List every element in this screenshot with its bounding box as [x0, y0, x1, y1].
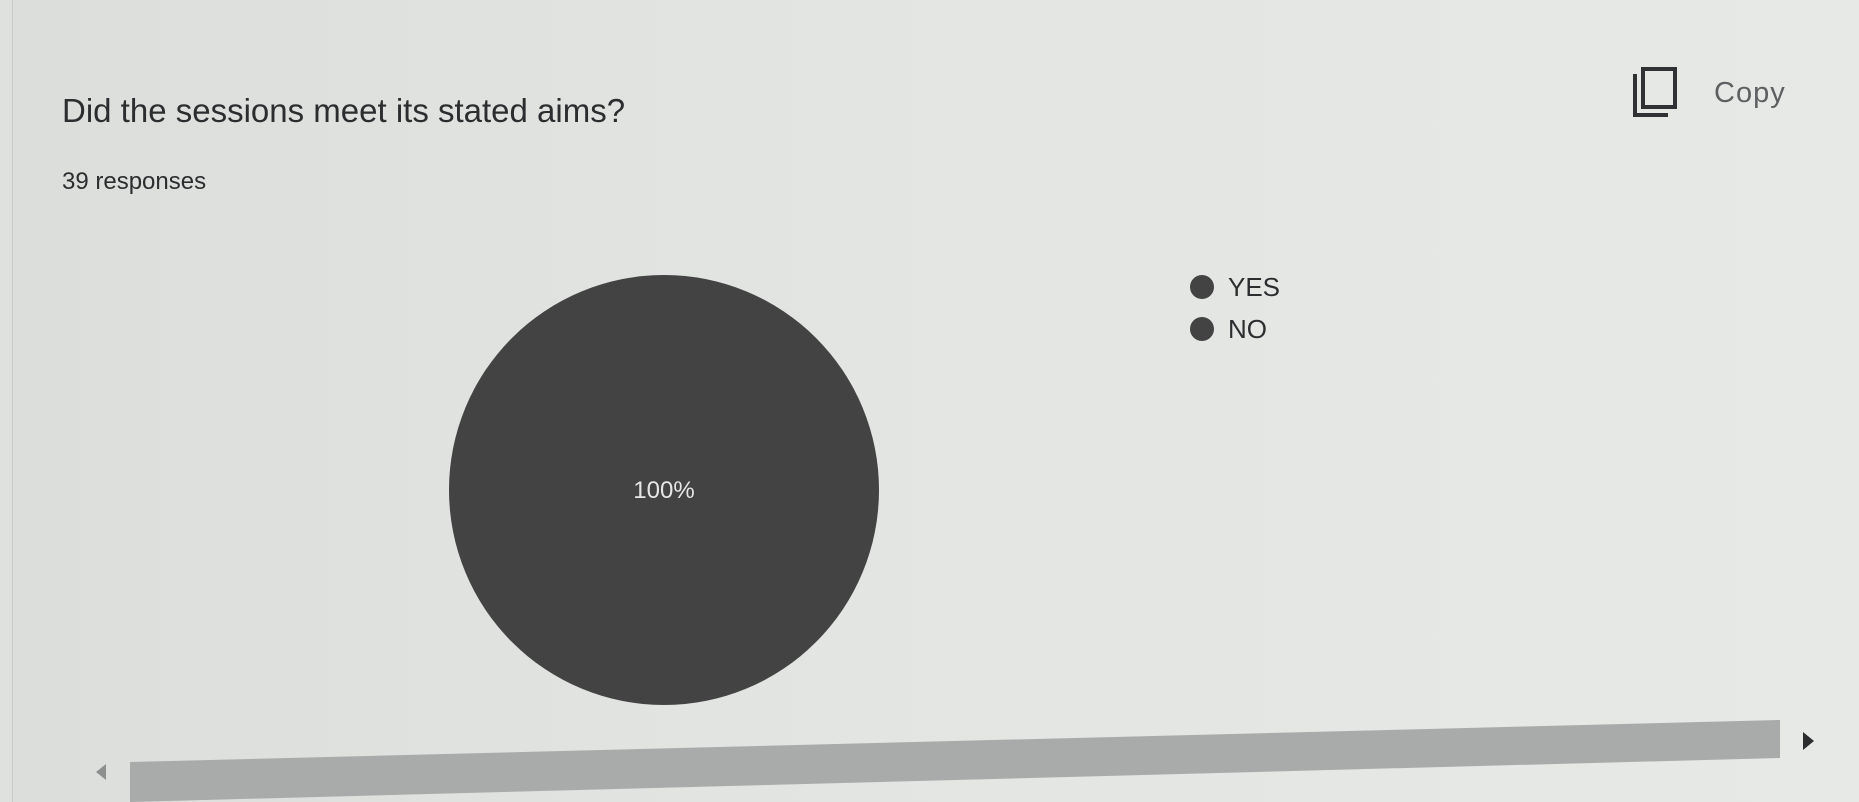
question-title: Did the sessions meet its stated aims? — [62, 92, 626, 129]
copy-button[interactable]: Copy — [1630, 66, 1786, 120]
scroll-right-icon[interactable] — [1803, 732, 1814, 750]
pie-slice-yes[interactable] — [449, 275, 879, 705]
response-card — [12, 0, 1859, 802]
copy-icon — [1633, 67, 1677, 117]
legend-swatch-yes — [1190, 275, 1214, 299]
legend-item-yes[interactable]: YES — [1190, 266, 1280, 308]
pie-data-label-yes: 100% — [633, 477, 694, 504]
legend-label-yes: YES — [1228, 271, 1281, 302]
legend-item-no[interactable]: NO — [1190, 308, 1280, 350]
chart-legend: YES NO — [1190, 266, 1280, 350]
legend-swatch-no — [1190, 317, 1214, 341]
response-count: 39 responses — [62, 168, 207, 195]
copy-label: Copy — [1714, 76, 1786, 109]
horizontal-scrollbar[interactable] — [130, 720, 1780, 802]
scroll-left-icon[interactable] — [96, 764, 106, 780]
scrollbar-thumb[interactable] — [130, 720, 1780, 802]
legend-label-no: NO — [1228, 313, 1267, 344]
